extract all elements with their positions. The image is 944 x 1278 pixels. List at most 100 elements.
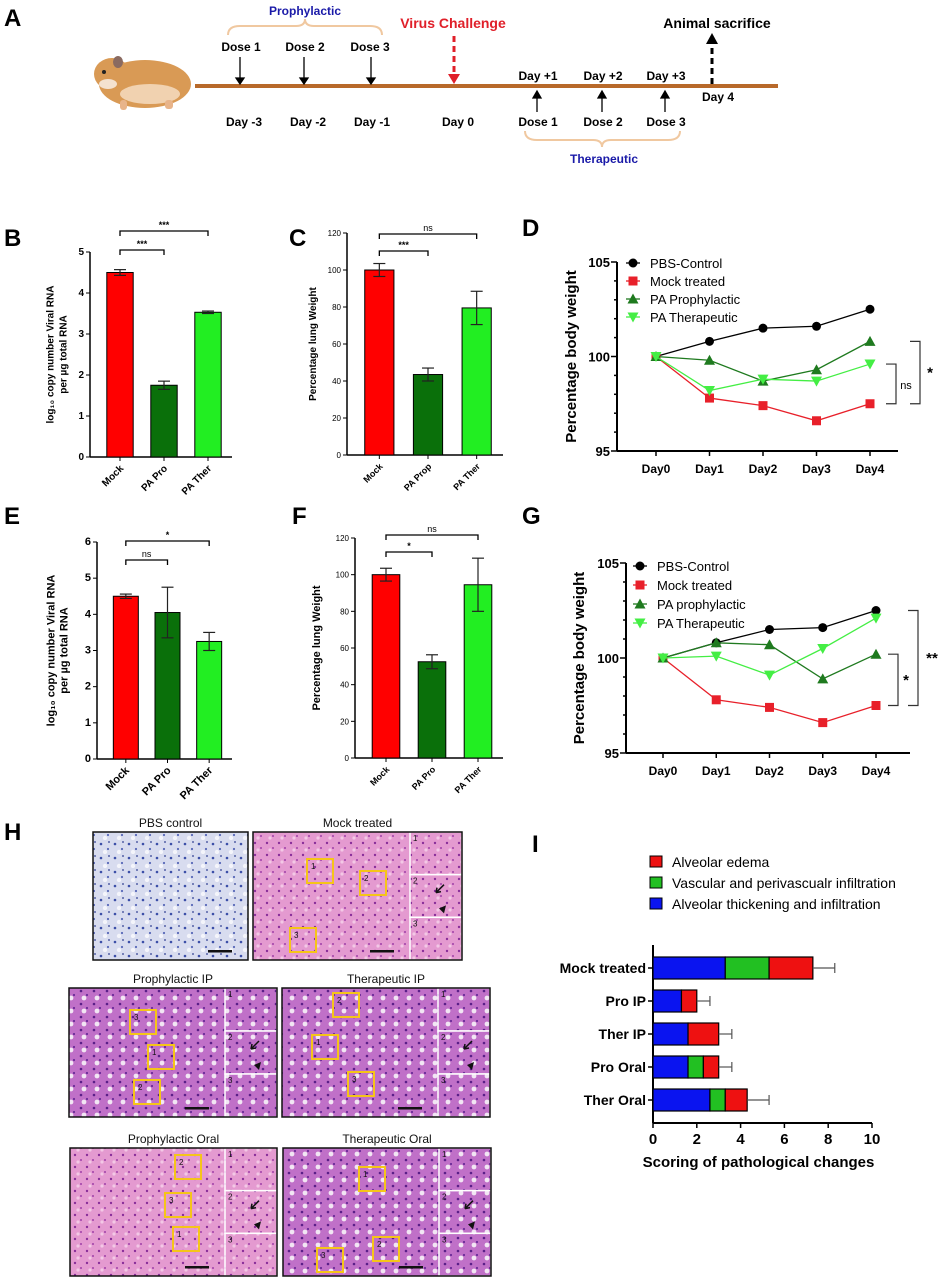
arrow-icon [435,884,445,894]
y-tick-label: 40 [340,681,349,690]
y-tick-label: 40 [332,377,341,386]
y-tick-label: 1 [78,411,84,422]
significance-label: * [927,365,933,382]
inset-image [438,1147,492,1192]
prophylactic-label: Prophylactic [269,4,341,18]
legend-label: Vascular and perivascualr infiltration [672,875,896,891]
micrograph-frame [68,987,278,1118]
histology-title: Therapeutic Oral [342,1132,431,1146]
panel-label-d: D [522,215,539,242]
y-tick-label: 100 [328,266,342,275]
prophylactic-brace [227,18,383,36]
category-label: PA Prop [402,461,434,493]
data-point [812,416,821,426]
inset-image [224,1030,278,1075]
roi-box [358,1166,386,1192]
y-tick-label: 20 [340,717,349,726]
data-point [758,323,768,333]
y-tick-label: 3 [78,329,84,340]
data-point [817,673,829,684]
post-dose-1: Dose 1 [518,115,558,129]
chart-g: 95 100 105 Day0 Day1 Day2 Day3 Day4 Percentage b… [571,556,938,778]
data-point [711,695,721,705]
legend-marker [635,580,645,590]
data-point [812,321,821,331]
data-point [871,701,881,710]
inset-image [437,987,491,1032]
micrograph-frame [69,1147,278,1277]
significance-label: * [903,672,909,689]
x-tick-label: Day2 [755,764,784,778]
inset-image [224,1189,278,1235]
inset-number: 3 [413,919,418,928]
y-tick-label: 4 [78,288,84,299]
micrograph-frame [282,1147,492,1277]
panel-label-f: F [292,503,307,530]
post-dose-2: Dose 2 [583,115,623,129]
y-axis-label: Percentage body weight [563,270,580,443]
roi-box [174,1154,202,1180]
roi-number: 1 [311,862,316,871]
significance-label: *** [398,240,409,250]
panel-label-c: C [289,225,306,252]
inset-image [437,1030,491,1075]
significance-label: ns [423,223,433,233]
inset-image [409,831,463,876]
panel-label-g: G [522,503,541,530]
roi-box [347,1071,375,1097]
data-point [757,374,769,385]
bar-segment [724,1088,748,1112]
data-point [811,364,822,375]
inset-number: 3 [441,1076,446,1085]
significance-bracket [125,540,210,546]
timeline-schematic: Prophylactic Dose 1 Dose 2 Dose 3 Virus … [94,4,778,166]
bar-segment [652,1055,689,1079]
therapeutic-label: Therapeutic [570,152,638,166]
histology-title: Prophylactic IP [133,972,213,986]
significance-label: *** [159,220,170,230]
inset-image [438,1189,492,1235]
legend-marker [635,561,645,571]
inset-number: 3 [442,1235,447,1244]
pre-dose-2: Dose 2 [285,40,325,54]
arrowhead-icon [439,905,446,914]
bar [194,311,222,458]
bar-segment [687,1022,720,1046]
roi-box [372,1236,400,1262]
scale-bar [370,950,394,953]
micrograph-frame [252,831,463,961]
y-axis-label: Percentage lung Weight [311,585,323,710]
category-label: Mock [368,764,392,788]
x-tick-label: Day4 [862,764,891,778]
y-tick-label: 6 [85,536,91,548]
bar [364,269,395,456]
data-point [710,651,722,662]
roi-number: 3 [294,931,299,940]
post-day-3: Day +3 [646,69,685,83]
day-minus-3: Day -3 [226,115,262,129]
roi-number: 3 [352,1075,357,1084]
roi-number: 3 [321,1251,326,1260]
bar-segment [652,1088,711,1112]
x-tick-label: Day2 [749,462,778,476]
histology-pbs-control: PBS control [92,816,249,961]
x-tick-label: Day3 [808,764,837,778]
inset-number: 2 [228,1193,233,1202]
category-label: Ther Oral [584,1092,646,1108]
bar [412,374,444,456]
category-label: PA Ther [180,463,214,497]
legend-label: PA Therapeutic [657,616,745,631]
inset-image [409,916,463,961]
series-mock-treated [658,653,881,728]
inset-number: 1 [228,990,233,999]
y-tick-label: 2 [78,370,84,381]
roi-box [311,1034,339,1060]
bar [417,661,447,759]
significance-bracket [119,230,209,236]
panel-label-a: A [4,5,21,32]
data-point [865,304,875,314]
series-mock-treated [651,352,875,426]
inset-number: 2 [413,877,418,886]
y-tick-label: 100 [336,571,350,580]
arrowhead-icon [467,1062,474,1070]
